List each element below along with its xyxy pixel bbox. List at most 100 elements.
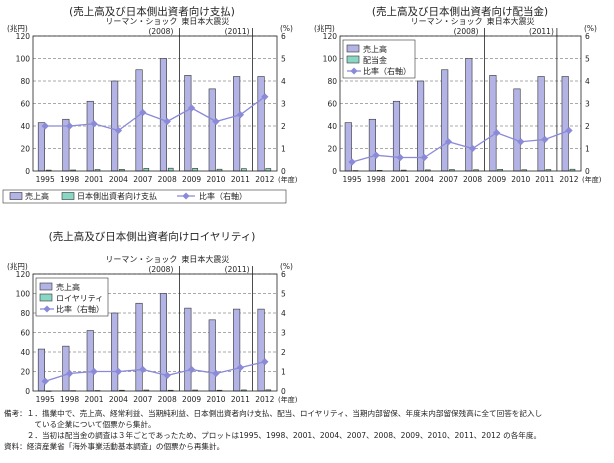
legend-swatch — [39, 293, 53, 302]
legend-swatch — [346, 55, 360, 64]
left-tick-label: 60 — [20, 100, 30, 109]
ratio-point — [444, 138, 453, 146]
x-tick-label: 1998 — [60, 175, 79, 184]
ratio-point — [65, 122, 74, 130]
quake-label: 東日本大震災 — [181, 16, 229, 26]
ratio-point — [541, 135, 549, 144]
legend-marker — [43, 305, 51, 313]
legend-swatch — [39, 282, 53, 291]
legend: 売上高 日本側出資者向け支払 比率（右軸） — [2, 189, 287, 204]
ratio-point — [517, 138, 525, 146]
right-tick-label: 2 — [281, 122, 286, 131]
note-line-4: 資料：経済産業省「海外事業活動基本調査」の個票から再集計。 — [4, 442, 225, 451]
lehman-year-label: (2008) — [148, 265, 173, 274]
x-axis-unit: (年度) — [278, 175, 298, 184]
bar-sales — [561, 76, 569, 172]
chart-title: (売上高及び日本側出資者向け支払) — [69, 5, 235, 18]
ratio-point — [41, 377, 49, 385]
left-tick-label: 40 — [20, 348, 30, 357]
quake-year-label: (2011) — [529, 27, 554, 36]
right-tick-label: 0 — [585, 167, 590, 176]
bar-sales — [368, 118, 376, 172]
right-tick-label: 6 — [585, 32, 590, 41]
bar-sales — [184, 307, 192, 392]
lehman-label: リーマン・ショック — [105, 17, 177, 26]
right-tick-label: 3 — [281, 329, 286, 338]
left-tick-label: 80 — [20, 309, 30, 318]
quake-label: 東日本大震災 — [487, 16, 535, 26]
bar-sales — [513, 88, 521, 172]
left-tick-label: 60 — [327, 100, 337, 109]
left-tick-label: 0 — [25, 387, 30, 396]
plot-frame — [32, 35, 278, 172]
right-tick-label: 4 — [281, 77, 286, 86]
x-tick-label: 2001 — [84, 175, 103, 184]
bar-sales — [86, 100, 94, 172]
ratio-line — [45, 361, 265, 382]
ratio-point — [212, 117, 220, 126]
chart-panel-1: (売上高及び日本側出資者向け支払)(兆円) (%)0204060801001200… — [2, 5, 298, 204]
x-axis-unit: (年度) — [278, 395, 298, 404]
left-tick-label: 100 — [16, 55, 31, 64]
legend-swatch — [61, 192, 75, 200]
x-tick-label: 2007 — [439, 175, 458, 184]
bar-sales — [392, 100, 401, 172]
legend-swatch — [9, 192, 23, 200]
bar-sales — [111, 80, 119, 172]
left-tick-label: 20 — [20, 368, 30, 377]
bar-payment — [167, 167, 174, 172]
ratio-point — [236, 111, 245, 119]
right-tick-label: 5 — [585, 55, 590, 64]
right-axis-unit: (%) — [280, 262, 293, 271]
legend-swatch — [346, 44, 360, 53]
x-tick-label: 2012 — [559, 175, 578, 184]
left-tick-label: 100 — [323, 55, 338, 64]
right-tick-label: 4 — [585, 77, 590, 86]
legend-label: ロイヤリティ — [56, 294, 103, 303]
quake-year-label: (2011) — [225, 27, 250, 36]
bar-sales — [489, 75, 497, 172]
lehman-year-label: (2008) — [454, 27, 479, 36]
legend-label: 比率（右軸） — [363, 66, 411, 76]
legend-box — [2, 189, 287, 204]
x-tick-label: 2011 — [231, 395, 250, 404]
legend-label: 比率（右軸） — [56, 304, 104, 314]
ratio-line — [45, 96, 266, 132]
right-tick-label: 2 — [281, 348, 286, 357]
left-axis-unit: (兆円) — [7, 23, 28, 33]
right-tick-label: 3 — [281, 100, 286, 109]
right-axis-unit: (%) — [584, 24, 597, 33]
x-tick-label: 2001 — [84, 395, 103, 404]
bar-sales — [257, 308, 265, 392]
plot-frame — [339, 35, 582, 172]
x-tick-label: 2007 — [133, 395, 152, 404]
note-line-2: ている企業について個票から集計。 — [4, 420, 156, 429]
notes: 備考：１．㩦業中で、売上高、経常利益、当期純利益、日本側出資者向け支払、配当、ロ… — [4, 408, 610, 452]
bar-sales — [62, 345, 70, 392]
right-tick-label: 5 — [281, 290, 286, 299]
x-tick-label: 2004 — [415, 175, 434, 184]
right-tick-label: 1 — [281, 145, 286, 154]
bar-sales — [208, 88, 216, 172]
quake-label: 東日本大震災 — [181, 254, 229, 264]
bar-sales — [37, 122, 46, 172]
ratio-point — [420, 153, 429, 162]
right-tick-label: 5 — [281, 55, 286, 64]
x-tick-label: 2008 — [463, 175, 482, 184]
chart-panel-2: (売上高及び日本側出資者向け配当金)(兆円) (%)020406080100120… — [314, 5, 602, 184]
right-tick-label: 4 — [281, 309, 286, 318]
bar-sales — [37, 348, 46, 392]
right-tick-label: 0 — [281, 387, 286, 396]
ratio-point — [187, 104, 196, 112]
quake-year-label: (2011) — [225, 265, 250, 274]
x-tick-label: 2004 — [109, 175, 128, 184]
x-tick-label: 2010 — [206, 175, 225, 184]
bar-sales — [86, 330, 94, 392]
x-tick-label: 2009 — [182, 395, 201, 404]
legend-label: 売上高 — [56, 282, 80, 292]
legend-marker — [182, 192, 190, 200]
bar-sales — [111, 312, 119, 392]
ratio-line — [351, 129, 570, 163]
